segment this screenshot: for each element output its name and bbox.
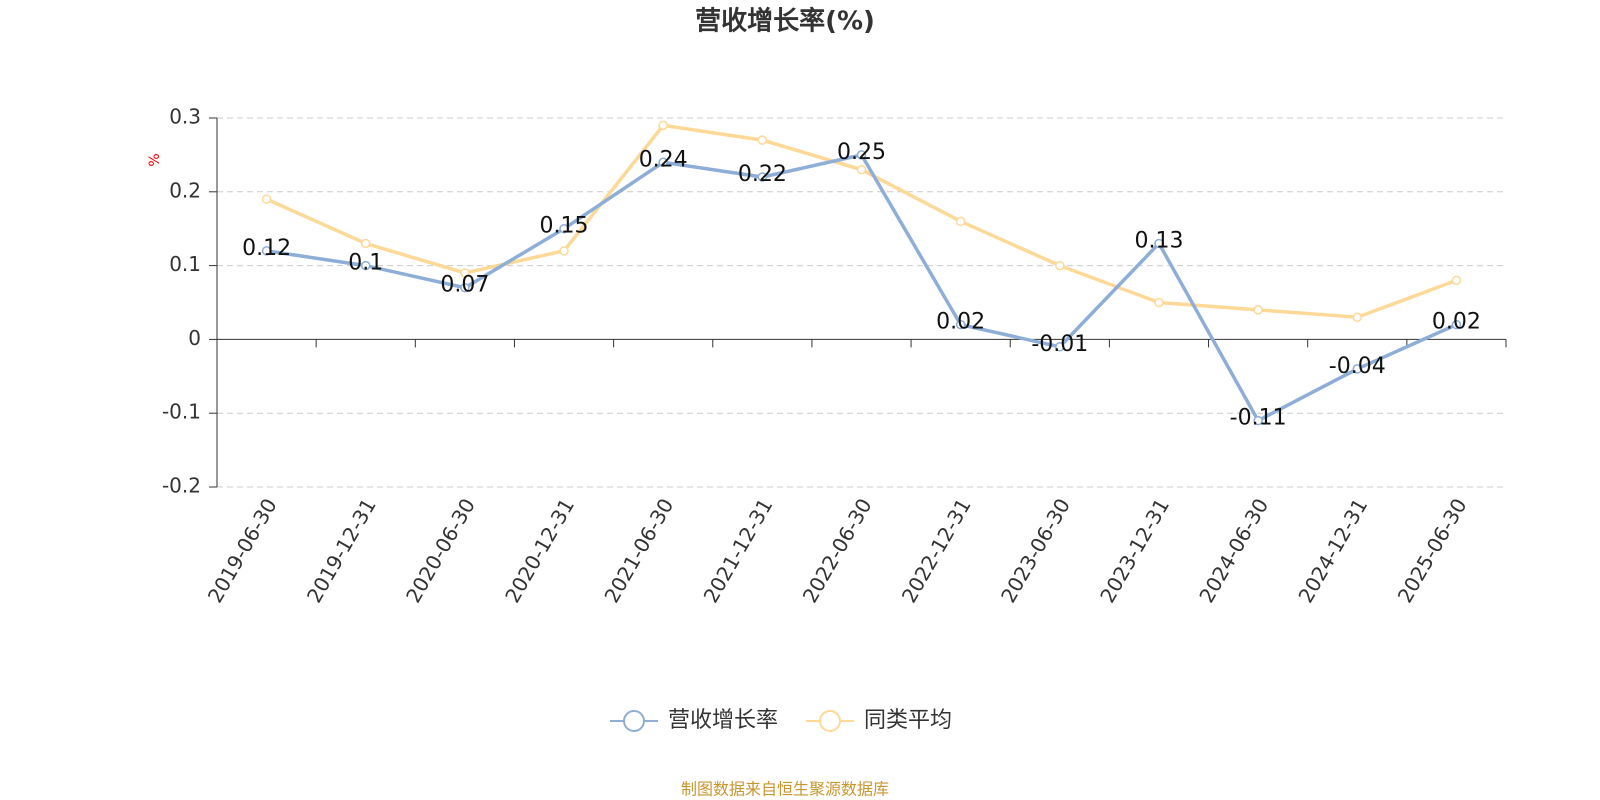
data-label: 0.25	[837, 140, 886, 165]
source-note: 制图数据来自恒生聚源数据库	[681, 780, 889, 799]
point	[1154, 297, 1164, 308]
point	[559, 246, 569, 256]
point	[658, 120, 668, 131]
data-label: 0.1	[348, 251, 383, 276]
legend-marker	[819, 710, 841, 732]
point	[559, 223, 569, 234]
x-tick-label: 2021-12-31	[699, 494, 778, 607]
data-label: 0.07	[440, 273, 489, 298]
data-label: 0.02	[936, 310, 985, 335]
x-tick-label: 2020-12-31	[500, 494, 579, 607]
point	[460, 268, 470, 278]
data-label: 0.22	[738, 162, 787, 187]
y-tick-label: 0	[188, 326, 201, 350]
x-tick-label: 2023-12-31	[1095, 494, 1174, 607]
x-tick-label: 2022-12-31	[897, 494, 976, 607]
data-label: 0.15	[540, 214, 589, 239]
point	[360, 238, 371, 249]
point	[261, 194, 272, 204]
legend-label: 同类平均	[864, 708, 952, 733]
point	[856, 150, 867, 160]
point	[955, 319, 966, 330]
y-tick-label: -0.2	[162, 474, 201, 498]
chart-title: 营收增长率(%)	[695, 6, 875, 37]
point	[261, 246, 272, 256]
data-label: -0.11	[1230, 406, 1287, 431]
point	[460, 282, 470, 293]
x-tick-label: 2025-06-30	[1393, 494, 1472, 607]
point	[757, 172, 768, 182]
x-tick-label: 2019-06-30	[203, 494, 282, 607]
data-label: -0.01	[1031, 332, 1088, 357]
data-label: 0.02	[1432, 310, 1481, 335]
legend-marker	[623, 710, 645, 732]
point	[1253, 305, 1263, 315]
point	[1451, 275, 1462, 286]
x-tick-label: 2024-12-31	[1293, 494, 1372, 607]
y-tick-label: 0.3	[169, 105, 201, 129]
y-tick-label: 0.2	[169, 178, 201, 202]
point	[360, 260, 371, 271]
point	[1352, 364, 1363, 374]
data-label: 0.13	[1134, 228, 1183, 253]
y-tick-label: 0.1	[169, 252, 201, 276]
point	[658, 157, 668, 168]
y-axis-label: %	[147, 153, 163, 166]
point	[1352, 312, 1363, 323]
data-label: 0.12	[242, 236, 291, 261]
x-tick-label: 2023-06-30	[996, 494, 1075, 607]
point	[1154, 238, 1164, 249]
x-tick-label: 2022-06-30	[798, 494, 877, 607]
y-tick-label: -0.1	[162, 400, 201, 424]
x-tick-label: 2019-12-31	[302, 494, 381, 607]
point	[1055, 342, 1065, 352]
point	[1055, 260, 1065, 271]
x-tick-label: 2024-06-30	[1194, 494, 1273, 607]
data-label: -0.04	[1329, 354, 1386, 379]
x-tick-label: 2020-06-30	[401, 494, 480, 607]
legend-label: 营收增长率	[668, 708, 778, 733]
point	[757, 135, 768, 145]
point	[1451, 319, 1462, 330]
point	[955, 216, 966, 227]
data-label: 0.24	[639, 147, 688, 172]
point	[1253, 415, 1263, 426]
x-tick-label: 2021-06-30	[599, 494, 678, 607]
point	[856, 164, 867, 175]
